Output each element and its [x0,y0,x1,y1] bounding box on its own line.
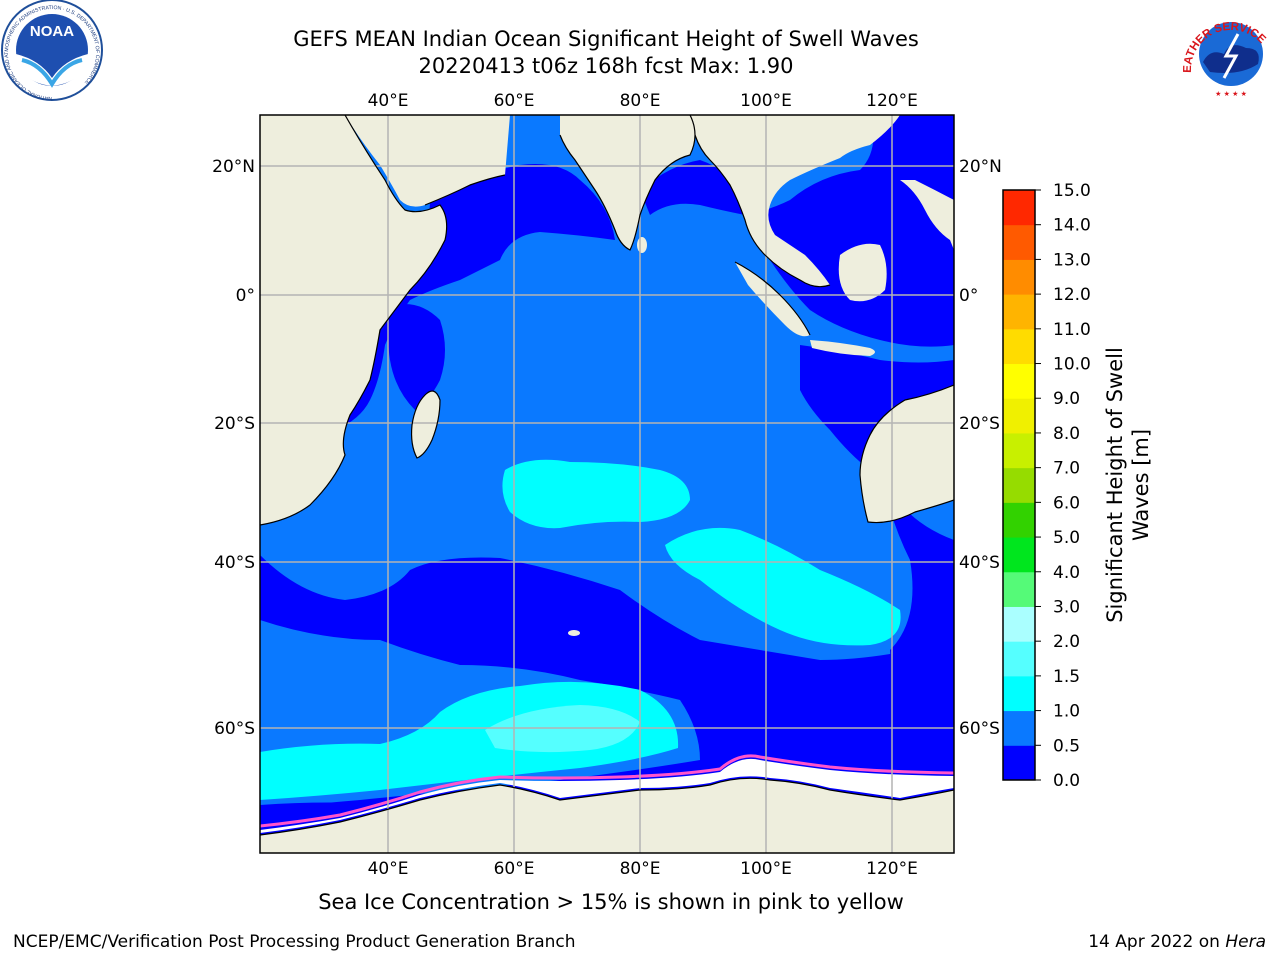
latitude-label-right: 40°S [959,553,1000,573]
nws-ring-text: NATIONAL WEATHER SERVICE [0,0,1268,73]
national-weather-service-logo: NATIONAL WEATHER SERVICE ★ ★ ★ ★ [0,0,1280,100]
colorbar-tick-label: 2.0 [1053,632,1080,652]
swell-zone-0-0.5m-southeast [880,470,954,853]
colorbar-segment [1003,537,1035,573]
colorbar-segment [1003,328,1035,365]
colorbar-title-line1: Significant Height of Swell [1103,347,1127,623]
colorbar-frame [1002,189,1036,781]
colorbar-tick-label: 3.0 [1053,597,1080,617]
nws-stars: ★ ★ ★ ★ [1215,90,1247,98]
landmass-madagascar [411,391,440,458]
longitude-label-top: 120°E [866,91,918,111]
latitude-labels-left: 20°N 0° 20°S 40°S 60°S [212,157,255,739]
colorbar-segment [1003,190,1035,226]
colorbar-segment [1003,675,1035,712]
colorbar: 0.0 0.5 1.0 1.5 2.0 3.0 4.0 5.0 6.0 7.0 8.0 9.0 10.0… [1002,181,1091,791]
colorbar-tick-label: 6.0 [1053,493,1080,513]
map-frame [259,114,955,854]
sea-ice-caption: Sea Ice Concentration > 15% is shown in … [318,890,904,914]
colorbar-title-line2: Waves [m] [1129,428,1153,542]
longitude-label-bottom: 80°E [620,859,661,879]
colorbar-segment [1003,467,1035,503]
colorbar-tick-label: 1.0 [1053,702,1080,722]
colorbar-segment [1003,745,1035,781]
coastlines [260,115,954,836]
colorbar-segment [1003,432,1035,469]
landmass-arabia [373,115,502,205]
swell-zone-1-1.5m-east [665,527,901,646]
longitude-label-bottom: 120°E [866,859,918,879]
sea-ice-edge [260,754,954,828]
colorbar-segment [1003,398,1035,434]
graticule [260,115,954,853]
landmass-islands-east [900,180,954,250]
landmass-kerguelen [568,630,580,636]
noaa-logo-text: NOAA [30,23,74,40]
colorbar-tick-label: 4.0 [1053,563,1080,583]
longitude-label-top: 80°E [620,91,661,111]
colorbar-segment [1003,294,1035,330]
footer-date-text: 14 Apr 2022 on [1088,932,1226,952]
latitude-label-left: 40°S [214,553,255,573]
longitude-label-top: 40°E [368,91,409,111]
colorbar-segment [1003,259,1035,295]
latitude-label-right: 0° [959,286,978,306]
noaa-logo: NOAA NATIONAL OCEANIC AND ATMOSPHERIC AD… [1,0,103,101]
landmass-sumatra [735,262,810,337]
colorbar-segment [1003,502,1035,538]
longitude-label-bottom: 100°E [740,859,792,879]
colorbar-segment [1003,641,1035,677]
colorbar-tick-label: 0.0 [1053,771,1080,791]
latitude-label-left: 20°S [214,414,255,434]
longitude-labels-bottom: 40°E 60°E 80°E 100°E 120°E [368,859,918,879]
landmass-borneo [838,243,887,302]
landmass-australia [860,385,954,523]
colorbar-tick-label: 11.0 [1053,320,1091,340]
colorbar-tick-label: 13.0 [1053,250,1091,270]
colorbar-segment [1003,224,1035,260]
footer-credit: NCEP/EMC/Verification Post Processing Pr… [13,932,576,952]
chart-title: GEFS MEAN Indian Ocean Significant Heigh… [293,27,919,51]
latitude-labels-right: 20°N 0° 20°S 40°S 60°S [959,157,1002,739]
swell-zone-0-0.5m-indonesia [800,345,954,470]
colorbar-segment [1003,710,1035,746]
landmass-java [810,340,875,356]
latitude-label-left: 0° [236,286,255,306]
colorbar-tick-label: 9.0 [1053,389,1080,409]
longitude-label-bottom: 40°E [368,859,409,879]
footer-host: Hera [1225,932,1266,952]
latitude-label-right: 20°N [959,157,1002,177]
landmass-india [560,115,695,250]
longitude-label-bottom: 60°E [494,859,535,879]
colorbar-tick-label: 10.0 [1053,355,1091,375]
colorbar-tick-label: 1.5 [1053,667,1080,687]
landmass-sri-lanka [637,237,647,253]
colorbar-tick-label: 12.0 [1053,285,1091,305]
latitude-label-right: 20°S [959,414,1000,434]
colorbar-segment [1003,363,1035,399]
colorbar-tick-label: 15.0 [1053,181,1091,201]
chart-subtitle: 20220413 t06z 168h fcst Max: 1.90 [418,54,794,78]
swell-zone-1-1.5m [502,459,690,529]
swell-zone-0-0.5m-mozambique [388,304,445,410]
footer-date: 14 Apr 2022 on Hera [1088,932,1266,952]
longitude-label-top: 60°E [494,91,535,111]
longitude-label-top: 100°E [740,91,792,111]
sea-ice [260,758,954,833]
latitude-label-left: 20°N [212,157,255,177]
longitude-labels-top: 40°E 60°E 80°E 100°E 120°E [368,91,918,111]
colorbar-tick-label: 5.0 [1053,528,1080,548]
latitude-label-right: 60°S [959,719,1000,739]
colorbar-tick-label: 7.0 [1053,459,1080,479]
swell-zone-0-0.5m-arabian-sea [300,164,615,430]
colorbar-segment [1003,571,1035,607]
landmass-southeast-asia [690,115,900,287]
colorbar-tick-label: 0.5 [1053,736,1080,756]
colorbar-tick-label: 8.0 [1053,424,1080,444]
colorbar-segment [1003,606,1035,642]
latitude-label-left: 60°S [214,719,255,739]
map-area [260,115,954,853]
colorbar-tick-label: 14.0 [1053,216,1091,236]
